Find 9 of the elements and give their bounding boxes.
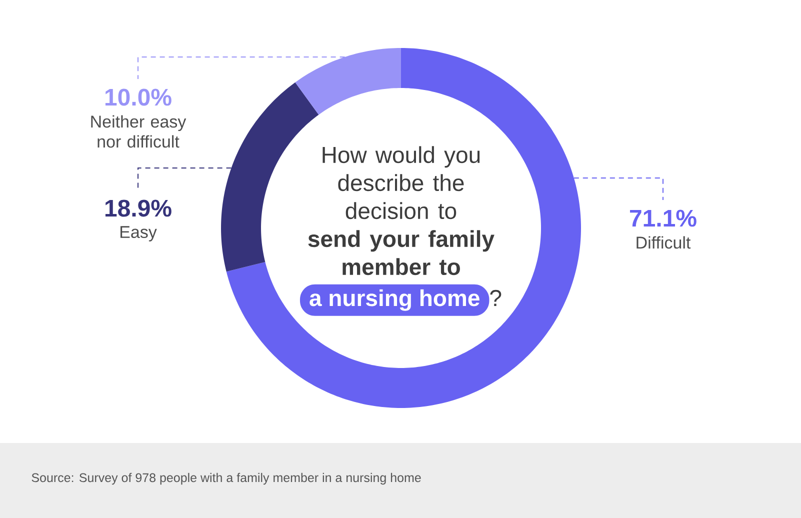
data-label: 10.0% [105,88,172,106]
slice-label: Easy [120,226,157,242]
text: How would you describe the decision to send your family member to [308,146,494,276]
slice-label: Difficult [636,236,691,249]
data-label: 18.9% [105,200,172,217]
source-note: Source: Survey of 978 people with a family member in a nursing home [32,472,421,485]
data-label: 71.1% [630,210,696,227]
slice-label: Neither easy nor difficult [91,115,186,148]
text: a nursing home? [310,289,502,311]
